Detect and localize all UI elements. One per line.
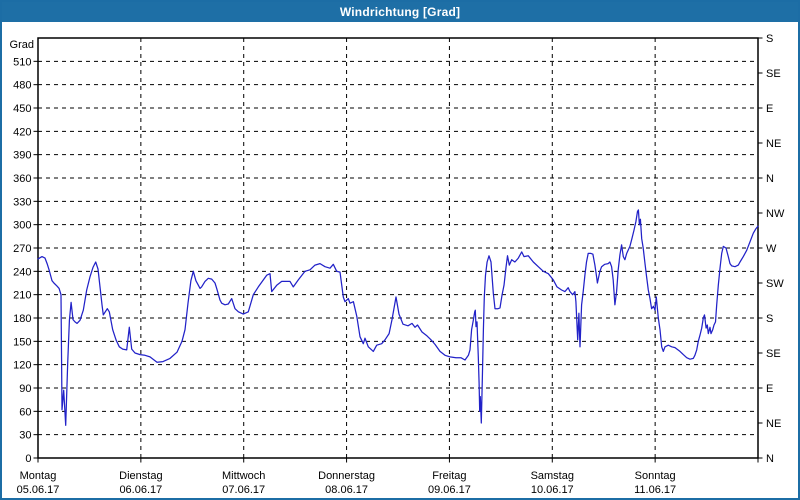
day-label: Donnerstag [318, 470, 375, 482]
date-label: 09.06.17 [428, 484, 471, 496]
y-tick-label: 90 [19, 383, 31, 395]
y-tick-label: 450 [13, 103, 31, 115]
compass-tick-label: S [766, 313, 773, 325]
day-label: Samstag [531, 470, 574, 482]
y-tick-label: 300 [13, 220, 31, 232]
compass-tick-label: N [766, 453, 774, 465]
date-label: 07.06.17 [222, 484, 265, 496]
compass-tick-label: E [766, 383, 773, 395]
window-title-bar: Windrichtung [Grad] [2, 2, 798, 22]
y-axis-title: Grad [10, 39, 34, 51]
day-label: Dienstag [119, 470, 162, 482]
y-tick-label: 390 [13, 150, 31, 162]
y-tick-label: 30 [19, 430, 31, 442]
y-tick-label: 150 [13, 336, 31, 348]
compass-tick-label: E [766, 103, 773, 115]
compass-tick-label: W [766, 243, 777, 255]
y-tick-label: 270 [13, 243, 31, 255]
y-tick-label: 480 [13, 80, 31, 92]
date-label: 08.06.17 [325, 484, 368, 496]
y-tick-label: 360 [13, 173, 31, 185]
compass-tick-label: SE [766, 68, 781, 80]
y-tick-label: 0 [25, 453, 31, 465]
y-tick-label: 180 [13, 313, 31, 325]
y-tick-label: 510 [13, 56, 31, 68]
day-label: Mittwoch [222, 470, 265, 482]
y-tick-label: 330 [13, 196, 31, 208]
window-title: Windrichtung [Grad] [339, 5, 461, 19]
date-label: 10.06.17 [531, 484, 574, 496]
compass-tick-label: NE [766, 418, 781, 430]
day-label: Montag [20, 470, 57, 482]
y-tick-label: 210 [13, 290, 31, 302]
y-tick-label: 120 [13, 360, 31, 372]
day-label: Sonntag [635, 470, 676, 482]
compass-tick-label: SE [766, 348, 781, 360]
y-tick-label: 240 [13, 266, 31, 278]
compass-tick-label: S [766, 33, 773, 45]
compass-tick-label: SW [766, 278, 784, 290]
y-tick-label: 60 [19, 406, 31, 418]
series-polyline [37, 209, 759, 426]
day-label: Freitag [432, 470, 466, 482]
compass-tick-label: N [766, 173, 774, 185]
compass-tick-label: NW [766, 208, 785, 220]
date-label: 11.06.17 [634, 484, 676, 496]
y-tick-label: 420 [13, 126, 31, 138]
date-label: 05.06.17 [17, 484, 60, 496]
compass-tick-label: NE [766, 138, 781, 150]
wind-direction-chart: 0 30 60 90 120 150 180 210 240 270 300 330 360 390 420… [10, 33, 785, 496]
date-label: 06.06.17 [119, 484, 162, 496]
